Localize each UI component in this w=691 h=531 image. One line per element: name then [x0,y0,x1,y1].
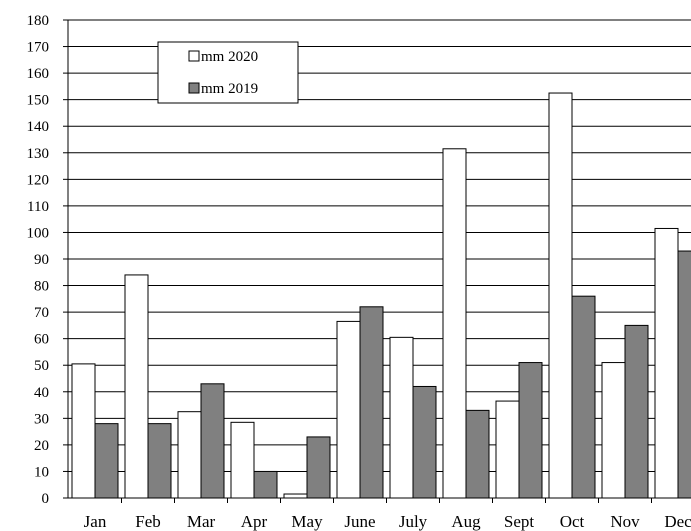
x-category-label-july: July [399,512,428,531]
y-tick-label-130: 130 [27,146,50,162]
y-tick-label-0: 0 [42,491,50,507]
bar-sept-2020 [495,400,520,499]
x-category-label-mar: Mar [187,512,216,531]
x-category-label-oct: Oct [560,512,585,531]
bar-mar-2019 [200,383,225,499]
legend-box [157,41,299,104]
x-category-label-sept: Sept [504,512,535,531]
bar-nov-2020 [601,362,626,499]
bar-jan-2020 [71,363,96,499]
bar-apr-2020 [230,421,255,499]
bar-jan-2019 [94,423,119,499]
bar-sept-2019 [518,362,543,499]
y-tick-label-40: 40 [34,385,49,401]
axes [67,20,691,499]
bar-oct-2019 [571,295,596,499]
y-tick-label-120: 120 [27,172,50,188]
bar-june-2020 [336,320,361,499]
bar-apr-2019 [253,470,278,499]
legend-swatch-2019 [188,82,200,94]
y-tick-label-50: 50 [34,358,49,374]
bar-nov-2019 [624,324,649,499]
y-tick-label-60: 60 [34,332,49,348]
y-tick-label-70: 70 [34,305,49,321]
bar-july-2019 [412,385,437,499]
bar-dec-2020 [654,227,679,499]
x-category-label-june: June [344,512,375,531]
y-tick-label-30: 30 [34,411,49,427]
x-category-label-nov: Nov [610,512,640,531]
bar-oct-2020 [548,92,573,499]
y-tick-label-20: 20 [34,438,49,454]
y-tick-label-80: 80 [34,279,49,295]
x-category-label-aug: Aug [451,512,481,531]
legend-label-2019: mm 2019 [201,81,258,97]
x-category-label-feb: Feb [135,512,161,531]
x-category-label-dec: Dec [664,512,691,531]
y-tick-label-180: 180 [27,13,50,29]
y-tick-label-100: 100 [27,225,50,241]
y-tick-label-140: 140 [27,119,50,135]
bar-may-2020 [283,493,308,499]
y-tick-label-170: 170 [27,40,50,56]
y-tick-label-10: 10 [34,464,49,480]
bars [71,92,691,499]
y-axis-tick-labels: 0 10 20 30 40 50 60 70 80 90 100 110 120 130 140 150 160… [27,13,50,507]
legend: mm 2020 mm 2019 [157,41,299,104]
y-tick-label-110: 110 [27,199,49,215]
bar-june-2019 [359,306,384,499]
x-axis-category-labels: Jan Feb Mar Apr May June July Aug Sept Oct Nov Dec [84,498,691,531]
legend-label-2020: mm 2020 [201,49,258,65]
y-tick-label-90: 90 [34,252,49,268]
bar-feb-2020 [124,274,149,499]
legend-swatch-2020 [188,50,200,62]
bar-may-2019 [306,436,331,499]
x-category-label-jan: Jan [84,512,107,531]
bar-aug-2020 [442,148,467,499]
bar-feb-2019 [147,423,172,499]
bar-mar-2020 [177,411,202,499]
x-category-label-apr: Apr [241,512,268,531]
y-tick-label-150: 150 [27,93,50,109]
x-category-label-may: May [291,512,323,531]
bar-aug-2019 [465,409,490,499]
y-tick-label-160: 160 [27,66,50,82]
bar-july-2020 [389,336,414,499]
bar-dec-2019 [677,250,691,499]
